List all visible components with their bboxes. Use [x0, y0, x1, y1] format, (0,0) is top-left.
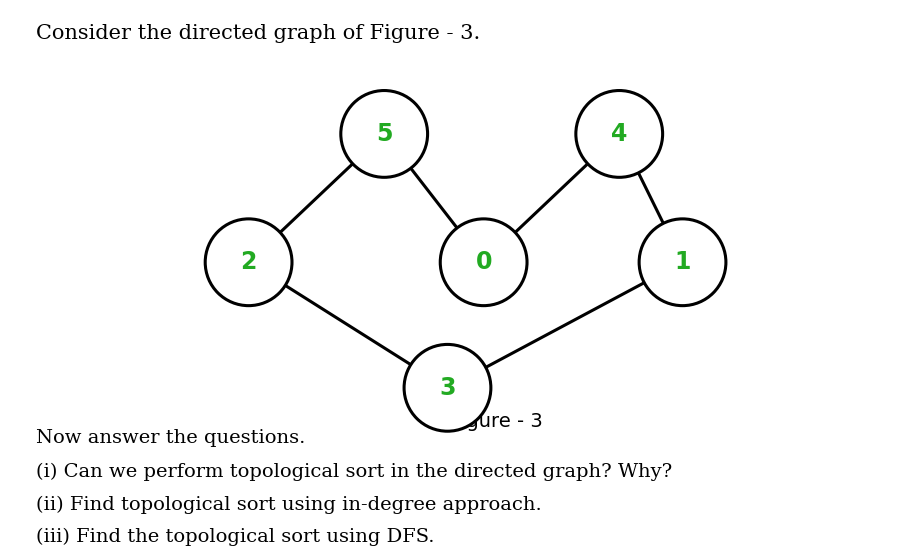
Text: 2: 2 [240, 250, 256, 275]
Text: (i) Can we perform topological sort in the directed graph? Why?: (i) Can we perform topological sort in t… [36, 463, 672, 480]
Ellipse shape [638, 219, 725, 306]
Ellipse shape [205, 219, 292, 306]
Text: 1: 1 [674, 250, 690, 275]
Text: 5: 5 [376, 122, 392, 146]
Text: (ii) Find topological sort using in-degree approach.: (ii) Find topological sort using in-degr… [36, 496, 541, 514]
Text: 3: 3 [439, 376, 455, 400]
Text: 0: 0 [475, 250, 491, 275]
Ellipse shape [440, 219, 526, 306]
Text: Now answer the questions.: Now answer the questions. [36, 429, 305, 447]
Text: Figure - 3: Figure - 3 [451, 412, 543, 431]
Text: Consider the directed graph of Figure - 3.: Consider the directed graph of Figure - … [36, 24, 479, 43]
Text: 4: 4 [610, 122, 627, 146]
Ellipse shape [575, 90, 662, 177]
Text: (iii) Find the topological sort using DFS.: (iii) Find the topological sort using DF… [36, 528, 434, 546]
Ellipse shape [404, 344, 490, 431]
Ellipse shape [340, 90, 427, 177]
